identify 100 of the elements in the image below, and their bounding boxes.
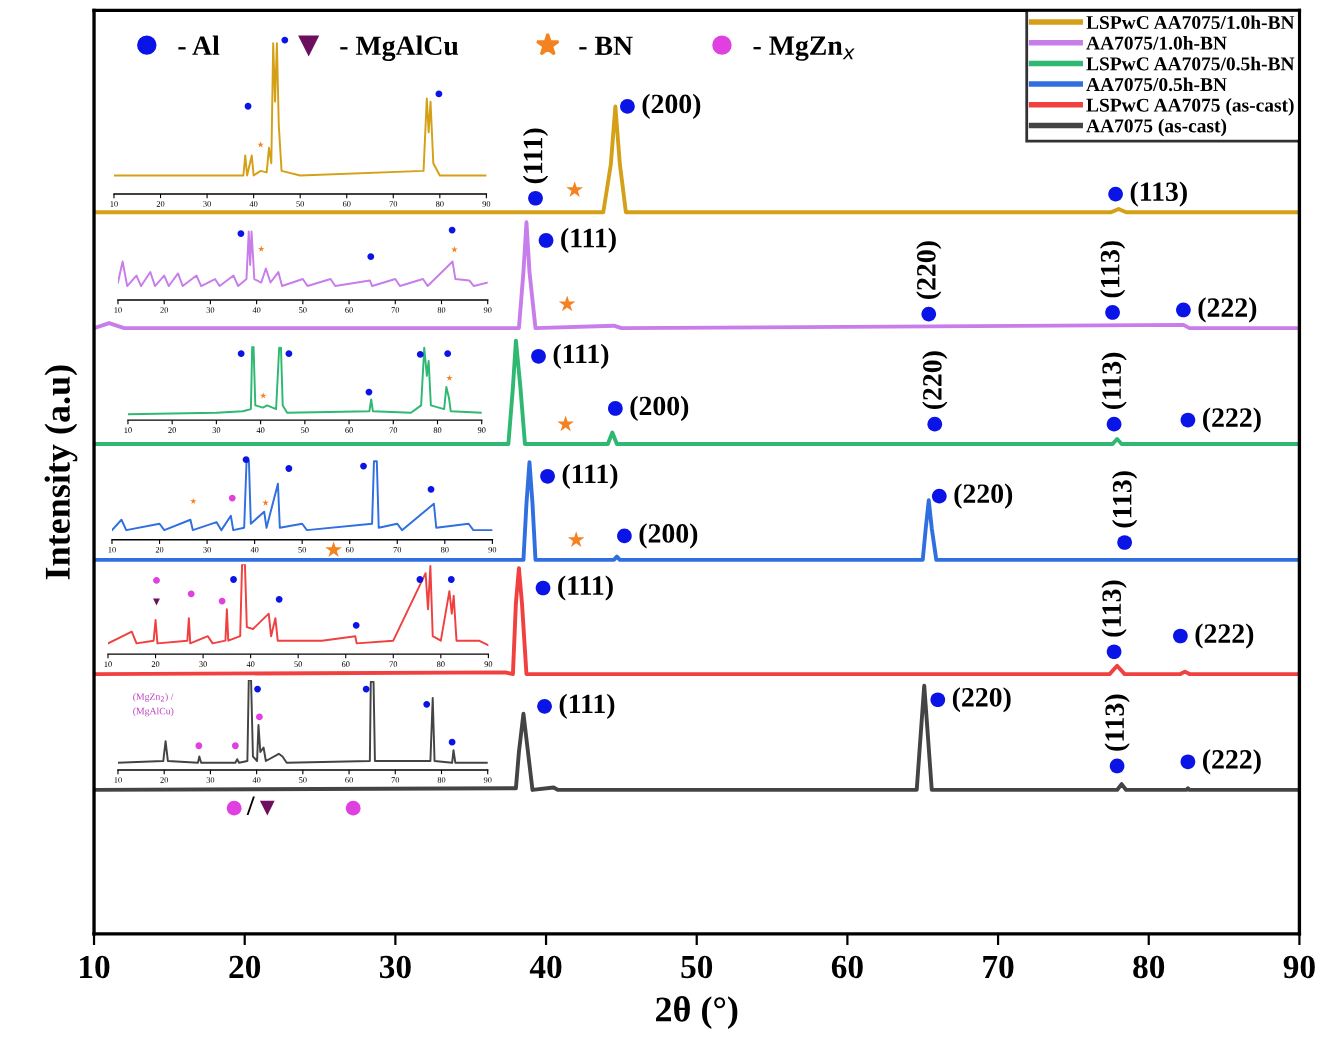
point [1180,412,1196,428]
legend-label: - MgAlCu [340,35,459,61]
point [608,401,623,416]
point [1109,758,1125,774]
annotation: (200) [642,93,701,119]
point [285,350,293,358]
annotation: (222) [1203,407,1261,433]
point [1173,628,1188,644]
point [427,485,435,493]
point [345,800,361,816]
annotation: (200) [630,395,689,422]
x-tick-label: 10 [80,955,110,979]
legend-label: AA7075 (as-cast) [1086,118,1227,137]
point [237,350,245,358]
point [930,692,946,708]
point [1106,644,1122,660]
point [446,374,453,381]
point [187,590,195,598]
point [540,468,555,484]
point [416,576,424,583]
annotation: (222) [1198,297,1257,323]
point [190,497,197,505]
point [538,233,554,248]
point [258,245,265,252]
annotation: (113) [1112,471,1138,528]
legend-label: AA7075/1.0h-BN [1086,36,1227,50]
point [230,576,237,583]
y-axis-title: Intensity (a.u) [44,365,78,580]
point [416,351,424,358]
point [537,699,552,714]
annotation: (111) [558,575,613,601]
point [367,253,375,261]
point [423,700,431,708]
point [1108,186,1123,202]
x-axis-title: 2θ (°) [656,996,738,1030]
legend-label: LSPwC AA7075/0.5h-BN [1086,56,1295,71]
annotation: / [246,796,255,816]
point [531,348,546,364]
point [1180,754,1196,770]
point [448,738,456,746]
point [921,306,937,322]
x-tick-label: 50 [681,955,713,979]
point [254,685,261,693]
point [226,800,242,816]
annotation: (220) [916,241,942,299]
annotation: (200) [639,523,698,549]
point [528,190,543,206]
point [242,456,250,464]
x-tick-label: 40 [529,955,562,979]
x-tick-label: 70 [983,955,1014,979]
point [325,541,342,558]
point [259,800,275,816]
point [255,713,263,721]
point [558,295,576,312]
annotation: (111) [559,693,615,719]
legend-label: LSPwC AA7075 (as-cast) [1086,98,1294,116]
x-tick-label: 90 [1283,955,1315,979]
point [451,246,458,253]
point [352,621,360,629]
annotation: (111) [561,227,616,254]
point [285,465,293,472]
annotation: (113) [1104,694,1130,751]
point [244,102,252,110]
annotation: (111) [522,128,549,184]
point [447,576,455,583]
point [281,36,289,44]
point [275,595,283,603]
point [1117,535,1132,550]
point [237,230,245,237]
point [617,528,632,544]
point [566,181,584,198]
legend-label: LSPwC AA7075/1.0h-BN [1086,15,1295,30]
point [435,90,443,98]
point [153,576,160,584]
annotation: (113) [1099,241,1126,298]
annotation: (113) [1101,352,1127,410]
x-tick-label: 20 [229,955,261,979]
annotation: (111) [553,343,609,369]
point [231,742,239,750]
point [444,350,452,358]
legend-label: - Al [178,35,220,55]
point [1106,416,1122,432]
x-tick-label: 60 [831,955,863,979]
point [1176,302,1191,318]
point [557,415,574,432]
point [195,742,203,750]
annotation: (222) [1195,623,1254,649]
point [262,499,269,506]
point [931,488,947,504]
x-tick-label: 30 [379,955,411,979]
annotation: (113) [1130,181,1187,207]
point [228,494,236,502]
point [1105,305,1120,320]
legend-label: - BN [579,36,633,55]
legend-label: AA7075/0.5h-BN [1086,77,1227,92]
point [360,462,367,470]
annotation: (113) [1101,580,1127,637]
annotation: (220) [922,351,948,410]
annotation: (222) [1203,749,1261,775]
point [927,416,943,432]
